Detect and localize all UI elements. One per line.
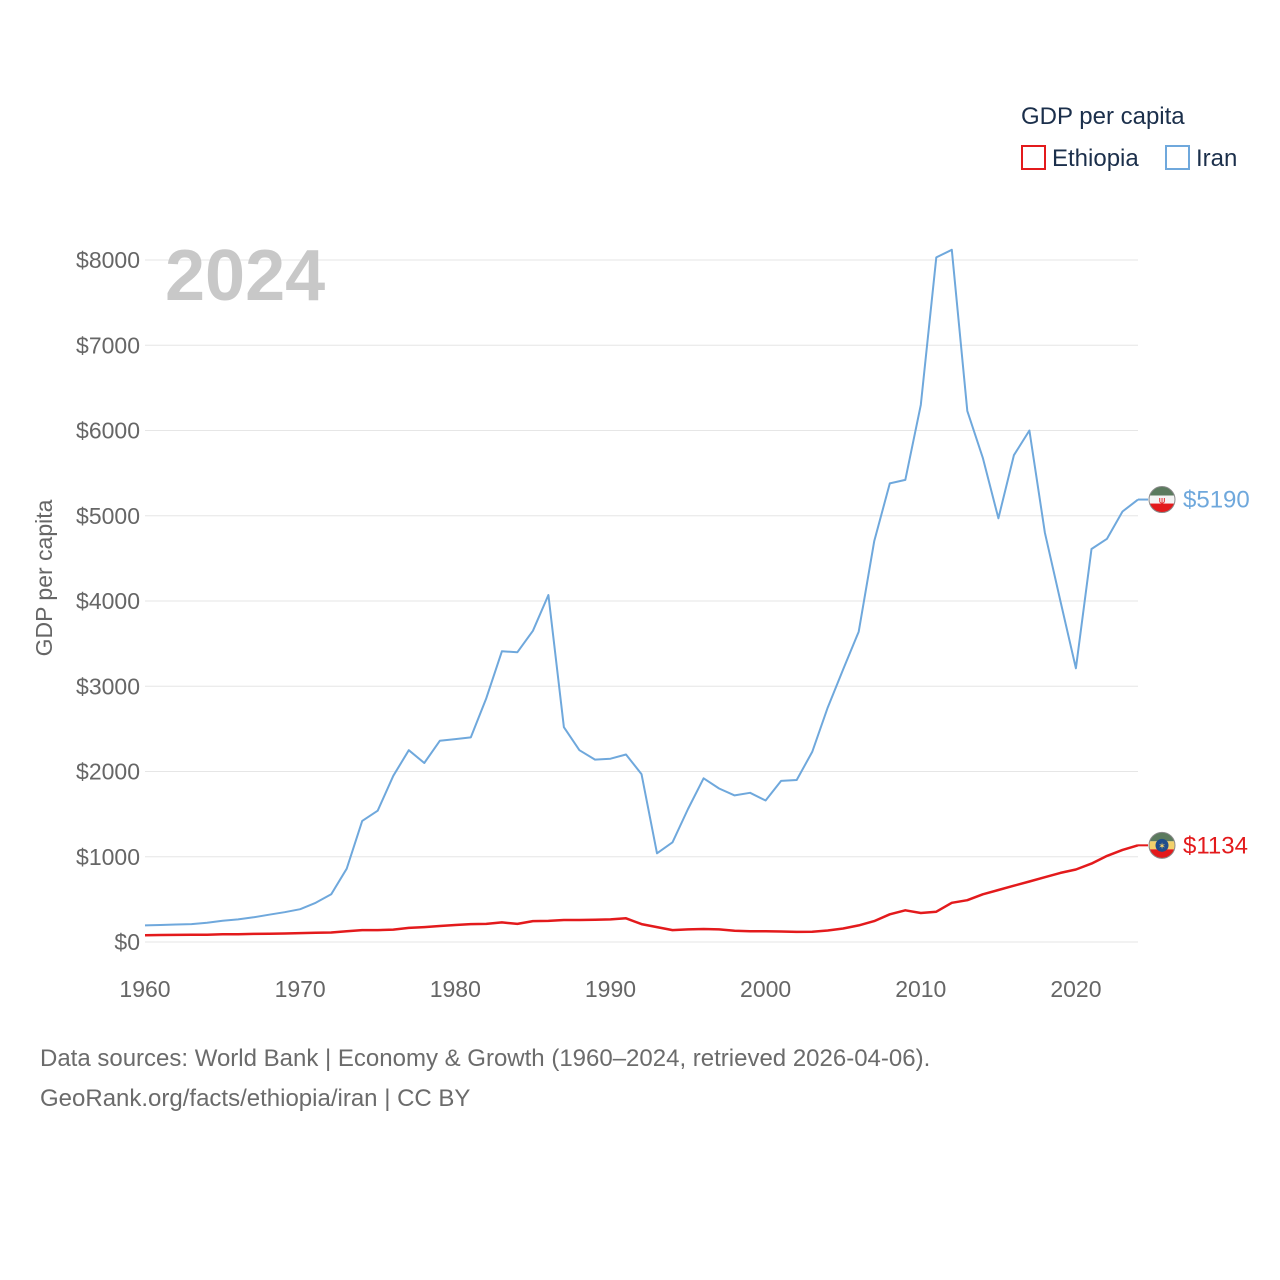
y-axis-ticks: $0 $1000 $2000 $3000 $4000 $5000 $6000 $7000 $80… bbox=[76, 247, 140, 955]
grid-lines bbox=[145, 259, 1138, 943]
x-tick-label: 2020 bbox=[1050, 976, 1101, 1002]
x-tick-label: 1980 bbox=[430, 976, 481, 1002]
svg-text:ψ: ψ bbox=[1159, 496, 1166, 507]
svg-text:✶: ✶ bbox=[1158, 842, 1166, 852]
year-label: 2024 bbox=[165, 236, 325, 316]
y-tick-label: $7000 bbox=[76, 332, 140, 358]
x-tick-label: 2010 bbox=[895, 976, 946, 1002]
iran-flag-marker: ψ bbox=[1148, 486, 1176, 514]
y-tick-label: $5000 bbox=[76, 503, 140, 529]
legend-label-ethiopia[interactable]: Ethiopia bbox=[1052, 145, 1139, 172]
iran-end-value: $5190 bbox=[1183, 487, 1250, 514]
legend-label-iran[interactable]: Iran bbox=[1196, 145, 1237, 172]
x-tick-label: 2000 bbox=[740, 976, 791, 1002]
legend[interactable]: GDP per capita Ethiopia Iran bbox=[1021, 103, 1237, 172]
series-line-ethiopia[interactable] bbox=[144, 844, 1139, 937]
y-axis-label: GDP per capita bbox=[31, 499, 57, 656]
legend-swatch-ethiopia[interactable] bbox=[1021, 145, 1046, 170]
x-tick-label: 1990 bbox=[585, 976, 636, 1002]
footer-attribution[interactable]: GeoRank.org/facts/ethiopia/iran | CC BY bbox=[40, 1085, 471, 1112]
x-tick-label: 1970 bbox=[275, 976, 326, 1002]
legend-title: GDP per capita bbox=[1021, 103, 1185, 130]
footer-sources: Data sources: World Bank | Economy & Gro… bbox=[40, 1045, 931, 1072]
x-axis-ticks: 1960 1970 1980 1990 2000 2010 2020 bbox=[119, 976, 1101, 1002]
y-tick-label: $3000 bbox=[76, 673, 140, 699]
y-tick-label: $0 bbox=[114, 929, 140, 955]
series-line-iran[interactable] bbox=[144, 248, 1139, 927]
y-tick-label: $6000 bbox=[76, 418, 140, 444]
ethiopia-flag-marker: ✶ bbox=[1148, 831, 1176, 859]
legend-swatch-iran[interactable] bbox=[1165, 145, 1190, 170]
y-tick-label: $4000 bbox=[76, 588, 140, 614]
y-tick-label: $1000 bbox=[76, 844, 140, 870]
y-tick-label: $2000 bbox=[76, 759, 140, 785]
y-tick-label: $8000 bbox=[76, 247, 140, 273]
x-tick-label: 1960 bbox=[119, 976, 170, 1002]
series-lines bbox=[144, 248, 1148, 937]
ethiopia-end-value: $1134 bbox=[1183, 832, 1248, 859]
